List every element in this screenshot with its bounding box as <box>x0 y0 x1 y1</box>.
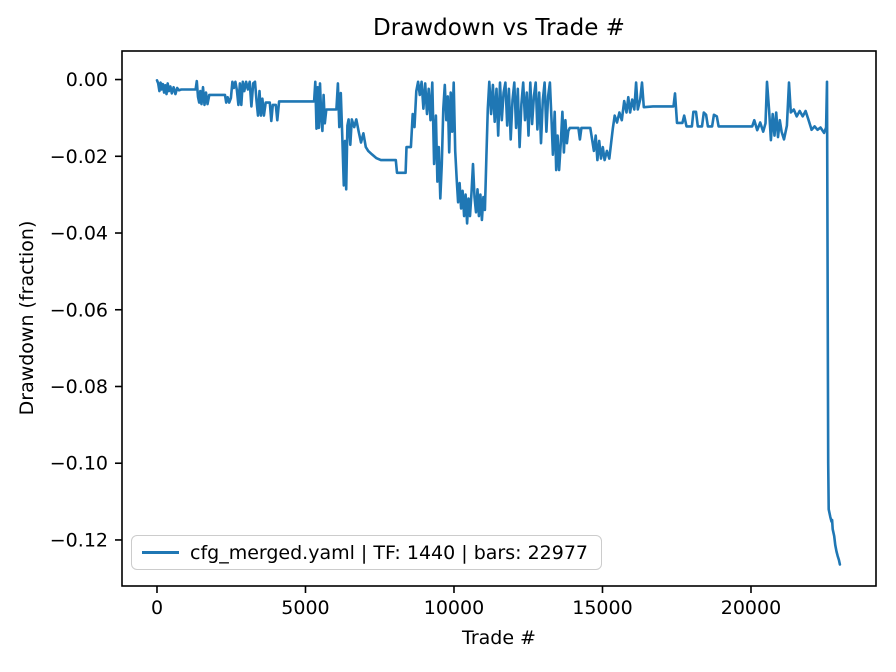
y-tick-label: −0.12 <box>50 529 108 551</box>
legend-line-sample <box>142 551 179 554</box>
drawdown-line <box>155 79 842 566</box>
x-tick-label: 20000 <box>721 597 781 619</box>
x-tick-label: 5000 <box>281 597 329 619</box>
y-tick-label: −0.08 <box>50 376 108 398</box>
y-tick-label: 0.00 <box>66 69 108 91</box>
legend: cfg_merged.yaml | TF: 1440 | bars: 22977 <box>131 535 603 570</box>
x-tick-label: 10000 <box>424 597 484 619</box>
y-tick-label: −0.02 <box>50 146 108 168</box>
x-axis-label: Trade # <box>462 627 536 649</box>
y-tick-label: −0.10 <box>50 453 108 475</box>
axes-spines <box>121 50 877 587</box>
x-tick-label: 15000 <box>572 597 632 619</box>
y-tick-label: −0.06 <box>50 299 108 321</box>
legend-label: cfg_merged.yaml | TF: 1440 | bars: 22977 <box>190 541 589 564</box>
x-tick-label: 0 <box>151 597 163 619</box>
y-tick-label: −0.04 <box>50 223 108 245</box>
chart-title: Drawdown vs Trade # <box>373 15 625 41</box>
